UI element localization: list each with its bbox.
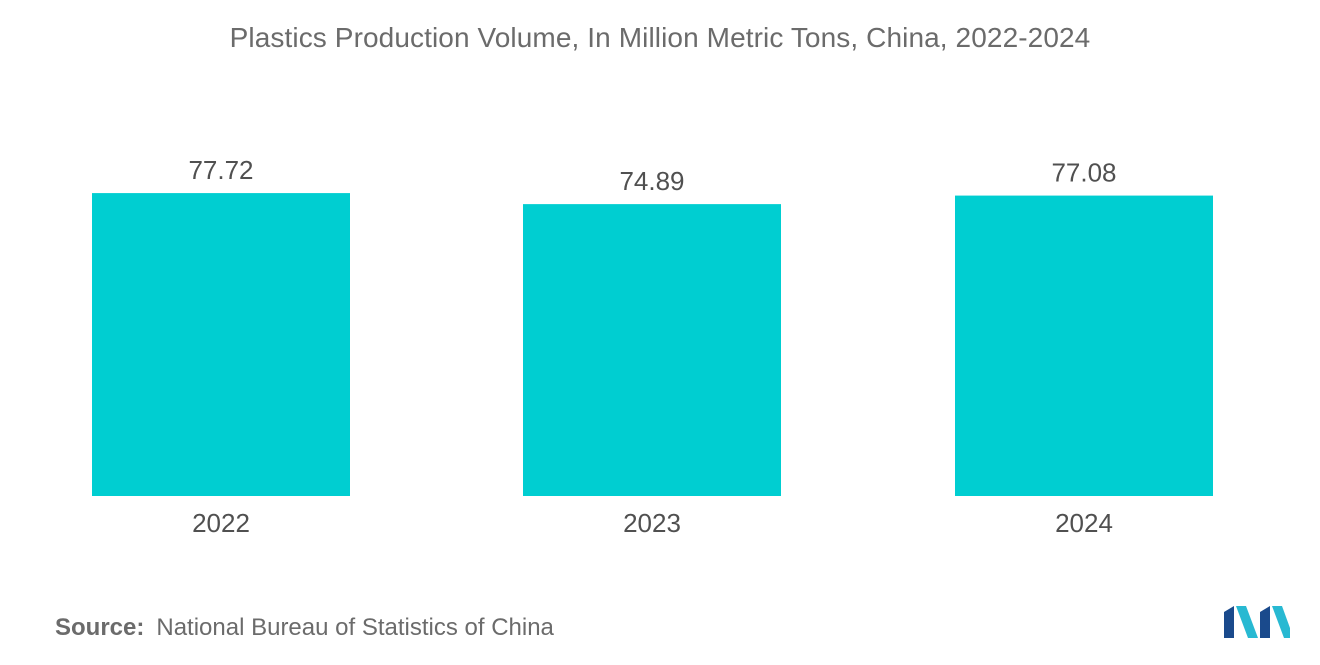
bar-2022 xyxy=(92,193,350,496)
data-label-2023: 74.89 xyxy=(619,166,684,196)
x-tick-label-2024: 2024 xyxy=(1055,508,1113,538)
chart-title: Plastics Production Volume, In Million M… xyxy=(229,22,1091,53)
bar-2023 xyxy=(523,204,781,496)
bar-chart: 77.72 2022 74.89 2023 77.08 2024 xyxy=(92,155,1213,538)
data-label-2024: 77.08 xyxy=(1051,158,1116,188)
x-tick-label-2022: 2022 xyxy=(192,508,250,538)
mordor-intelligence-logo-icon xyxy=(1224,606,1290,638)
source-text: National Bureau of Statistics of China xyxy=(156,614,554,641)
data-label-2022: 77.72 xyxy=(188,155,253,185)
bar-2024 xyxy=(955,195,1213,497)
source-note: Source: National Bureau of Statistics of … xyxy=(55,614,554,642)
source-label: Source: xyxy=(55,614,145,641)
x-tick-label-2023: 2023 xyxy=(623,508,681,538)
